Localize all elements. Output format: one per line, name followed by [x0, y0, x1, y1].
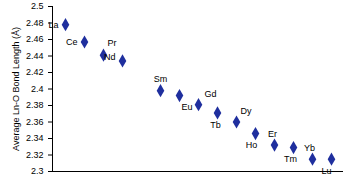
svg-text:Lu: Lu [321, 166, 331, 176]
svg-text:Tb: Tb [210, 120, 221, 130]
svg-text:Eu: Eu [182, 102, 193, 112]
svg-text:2.42: 2.42 [26, 67, 44, 77]
svg-text:2.46: 2.46 [26, 34, 44, 44]
svg-text:2.36: 2.36 [26, 117, 44, 127]
svg-text:2.5: 2.5 [31, 1, 44, 11]
svg-text:2.38: 2.38 [26, 100, 44, 110]
svg-text:Yb: Yb [304, 143, 315, 153]
svg-text:Ce: Ce [66, 37, 78, 47]
svg-text:Er: Er [268, 129, 277, 139]
svg-text:Nd: Nd [104, 52, 116, 62]
svg-text:Gd: Gd [205, 89, 217, 99]
svg-text:Pr: Pr [108, 38, 117, 48]
svg-text:La: La [48, 20, 58, 30]
svg-text:Dy: Dy [241, 106, 252, 116]
svg-text:2.32: 2.32 [26, 150, 44, 160]
svg-text:Sm: Sm [154, 74, 168, 84]
svg-text:2.34: 2.34 [26, 133, 44, 143]
svg-text:2.4: 2.4 [31, 84, 44, 94]
svg-text:Tm: Tm [284, 154, 297, 164]
svg-text:2.48: 2.48 [26, 18, 44, 28]
svg-text:2.3: 2.3 [31, 166, 44, 176]
svg-text:2.44: 2.44 [26, 51, 44, 61]
svg-text:Ho: Ho [246, 140, 258, 150]
svg-text:Average Ln-O Bond Length (Å): Average Ln-O Bond Length (Å) [11, 27, 21, 151]
